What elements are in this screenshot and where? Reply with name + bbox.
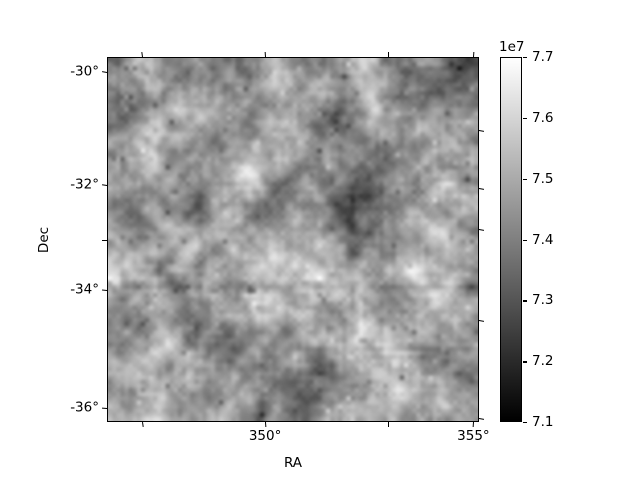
colorbar-tick <box>523 422 527 424</box>
x-tick-bottom <box>142 421 145 428</box>
colorbar[interactable] <box>500 57 522 422</box>
x-tick-label: 350° <box>248 428 282 444</box>
y-tick-label: -32° <box>70 176 99 193</box>
x-tick-top <box>141 51 144 58</box>
x-tick-top <box>264 51 267 58</box>
y-tick-left <box>101 184 108 187</box>
y-tick-label: -36° <box>70 399 99 416</box>
y-axis-title: Dec <box>36 226 52 254</box>
colorbar-offset-text: 1e7 <box>499 39 525 55</box>
y-tick-right <box>478 188 485 191</box>
y-tick-label: -34° <box>70 281 99 298</box>
colorbar-tick-label: 7.5 <box>532 170 554 187</box>
y-tick-left <box>101 289 108 292</box>
y-tick-right <box>478 418 485 421</box>
colorbar-tick-label: 7.7 <box>532 49 554 65</box>
y-tick-label: -30° <box>70 63 99 80</box>
colorbar-tick <box>523 178 527 181</box>
sky-map-axes[interactable] <box>107 57 479 422</box>
colorbar-tick-label: 7.1 <box>532 414 554 430</box>
y-tick-right <box>478 228 485 231</box>
colorbar-tick-label: 7.4 <box>532 231 554 248</box>
x-tick-top <box>387 52 390 57</box>
colorbar-tick-label: 7.6 <box>532 109 554 126</box>
colorbar-tick <box>523 117 527 120</box>
y-tick-right <box>478 130 485 133</box>
y-tick-right <box>478 319 485 323</box>
x-tick-bottom <box>265 421 267 428</box>
colorbar-tick <box>523 57 527 59</box>
x-tick-bottom <box>473 421 475 428</box>
colorbar-tick <box>523 361 527 363</box>
x-axis-title: RA <box>283 455 303 471</box>
colorbar-tick-label: 7.3 <box>532 292 554 309</box>
colorbar-tick <box>523 300 527 302</box>
sky-map-image <box>108 58 478 421</box>
y-tick-left <box>101 71 108 74</box>
colorbar-tick <box>523 239 527 241</box>
y-tick-left-extra <box>102 239 107 241</box>
x-tick-bottom <box>387 422 390 427</box>
y-tick-left <box>101 407 108 410</box>
colorbar-tick-label: 7.2 <box>532 353 554 370</box>
x-tick-label: 355° <box>457 428 490 444</box>
